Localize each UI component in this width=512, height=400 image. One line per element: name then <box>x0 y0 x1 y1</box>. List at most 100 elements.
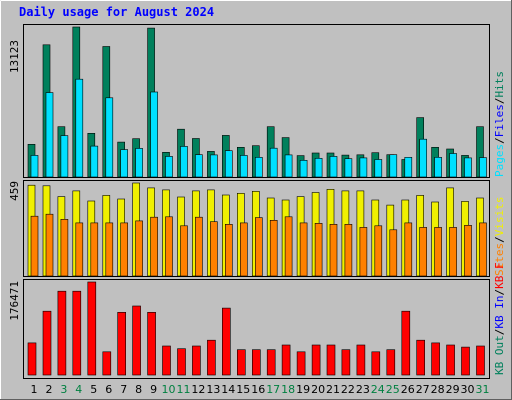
x-tick-day-7: 7 <box>120 383 127 396</box>
bar-pages-day-29 <box>449 153 457 178</box>
panel-frame <box>23 279 490 379</box>
bar-sites-day-28 <box>434 227 442 277</box>
legend-text: KB Out/KB In/KB F <box>493 262 506 375</box>
bar-sites-day-31 <box>479 222 487 277</box>
y-max-label: 459 <box>8 181 21 201</box>
x-tick-day-20: 20 <box>311 383 325 396</box>
bar-sites-day-3 <box>60 219 69 277</box>
bar-kb-f-day-8 <box>132 305 141 376</box>
legend-separator: / <box>493 98 506 105</box>
bar-pages-day-30 <box>464 157 472 178</box>
bar-pages-day-24 <box>374 159 383 178</box>
x-tick-day-21: 21 <box>326 383 340 396</box>
bar-pages-day-14 <box>225 150 233 178</box>
x-tick-day-11: 11 <box>177 383 191 396</box>
x-tick-day-13: 13 <box>206 383 220 396</box>
x-tick-day-29: 29 <box>446 383 460 396</box>
bar-pages-day-22 <box>344 158 353 178</box>
bar-pages-day-6 <box>105 97 114 178</box>
bar-kb-f-day-26 <box>401 310 411 376</box>
bar-kb-f-day-15 <box>237 349 246 376</box>
legend: KB Out/KB In/KB F <box>493 262 506 375</box>
x-tick-day-23: 23 <box>356 383 370 396</box>
bar-sites-day-26 <box>404 222 413 277</box>
bar-pages-day-12 <box>195 154 203 178</box>
bar-sites-day-4 <box>75 222 84 277</box>
bars-group <box>27 281 485 376</box>
panel-frame <box>23 180 490 277</box>
bar-sites-day-5 <box>90 222 99 277</box>
bar-sites-day-8 <box>135 220 143 277</box>
bar-kb-f-day-16 <box>252 349 261 376</box>
bar-kb-f-day-24 <box>371 351 381 376</box>
bar-sites-day-22 <box>344 224 353 277</box>
bar-pages-day-23 <box>359 157 368 178</box>
bar-kb-f-day-7 <box>117 311 126 376</box>
bar-pages-day-31 <box>479 157 487 178</box>
legend-item-visits: Visits <box>493 197 506 237</box>
x-tick-day-27: 27 <box>416 383 430 396</box>
bar-sites-day-6 <box>105 222 114 277</box>
bar-pages-day-1 <box>30 155 39 178</box>
bar-kb-f-day-11 <box>177 348 186 376</box>
legend-item-kb-in: KB In <box>493 296 506 329</box>
bar-pages-day-13 <box>210 154 218 178</box>
bar-sites-day-30 <box>464 225 472 277</box>
panel-kb: 176471 KB Out/KB In/KB F <box>8 262 506 379</box>
bar-pages-day-16 <box>255 157 263 178</box>
x-tick-day-2: 2 <box>46 383 53 396</box>
legend-text: Pages/Files/Hits <box>493 71 506 177</box>
x-tick-day-5: 5 <box>90 383 97 396</box>
bar-kb-f-day-13 <box>207 339 216 376</box>
bar-pages-day-25 <box>389 154 398 178</box>
bar-pages-day-9 <box>150 91 158 178</box>
bar-kb-f-day-6 <box>102 351 112 376</box>
legend: Sites/Visits <box>493 197 506 277</box>
x-tick-day-3: 3 <box>60 383 67 396</box>
bar-pages-day-3 <box>60 135 69 178</box>
bar-kb-f-day-22 <box>341 349 351 376</box>
bar-kb-f-day-9 <box>147 311 156 376</box>
x-tick-day-6: 6 <box>105 383 112 396</box>
bar-kb-f-day-17 <box>266 349 276 376</box>
x-tick-day-17: 17 <box>266 383 280 396</box>
bar-kb-f-day-3 <box>57 290 67 376</box>
bar-sites-day-19 <box>299 222 308 277</box>
x-tick-day-30: 30 <box>461 383 475 396</box>
x-tick-day-15: 15 <box>236 383 250 396</box>
bar-kb-f-day-28 <box>431 342 440 376</box>
bar-kb-f-day-14 <box>222 307 231 376</box>
bar-sites-day-7 <box>120 222 128 277</box>
x-tick-day-24: 24 <box>371 383 385 396</box>
bar-sites-day-12 <box>195 216 203 277</box>
bar-sites-day-1 <box>30 215 39 277</box>
bar-sites-day-16 <box>255 217 263 277</box>
bar-pages-day-17 <box>269 147 278 178</box>
x-tick-day-19: 19 <box>296 383 310 396</box>
bar-kb-f-day-12 <box>192 345 201 376</box>
bar-sites-day-13 <box>210 221 218 277</box>
x-tick-day-9: 9 <box>150 383 157 396</box>
x-tick-day-18: 18 <box>281 383 295 396</box>
legend-item-pages: Pages <box>493 144 506 177</box>
legend-text: Sites/Visits <box>493 197 506 277</box>
bar-sites-day-11 <box>180 225 188 277</box>
bar-pages-day-10 <box>165 156 173 178</box>
x-tick-day-28: 28 <box>431 383 445 396</box>
legend-separator: / <box>493 289 506 296</box>
bar-sites-day-15 <box>240 222 248 277</box>
y-max-label: 13123 <box>8 40 21 73</box>
bar-kb-f-day-1 <box>27 342 37 376</box>
legend-separator: / <box>493 329 506 336</box>
y-max-label: 176471 <box>8 281 21 321</box>
bar-pages-day-20 <box>314 158 323 178</box>
legend-separator: / <box>493 137 506 144</box>
bar-pages-day-5 <box>90 145 99 178</box>
x-axis-day-labels: 1 2 3 4 5 6 7 8 9 10 11 12 13 14 15 16 17 18 19 20 21 22 23 24 2… <box>31 383 490 396</box>
legend-item-sites: Sites <box>493 243 506 276</box>
x-tick-day-8: 8 <box>135 383 142 396</box>
legend-item-kb-out: KB Out <box>493 335 506 375</box>
bar-pages-day-19 <box>299 160 308 178</box>
bar-pages-day-11 <box>180 146 188 178</box>
